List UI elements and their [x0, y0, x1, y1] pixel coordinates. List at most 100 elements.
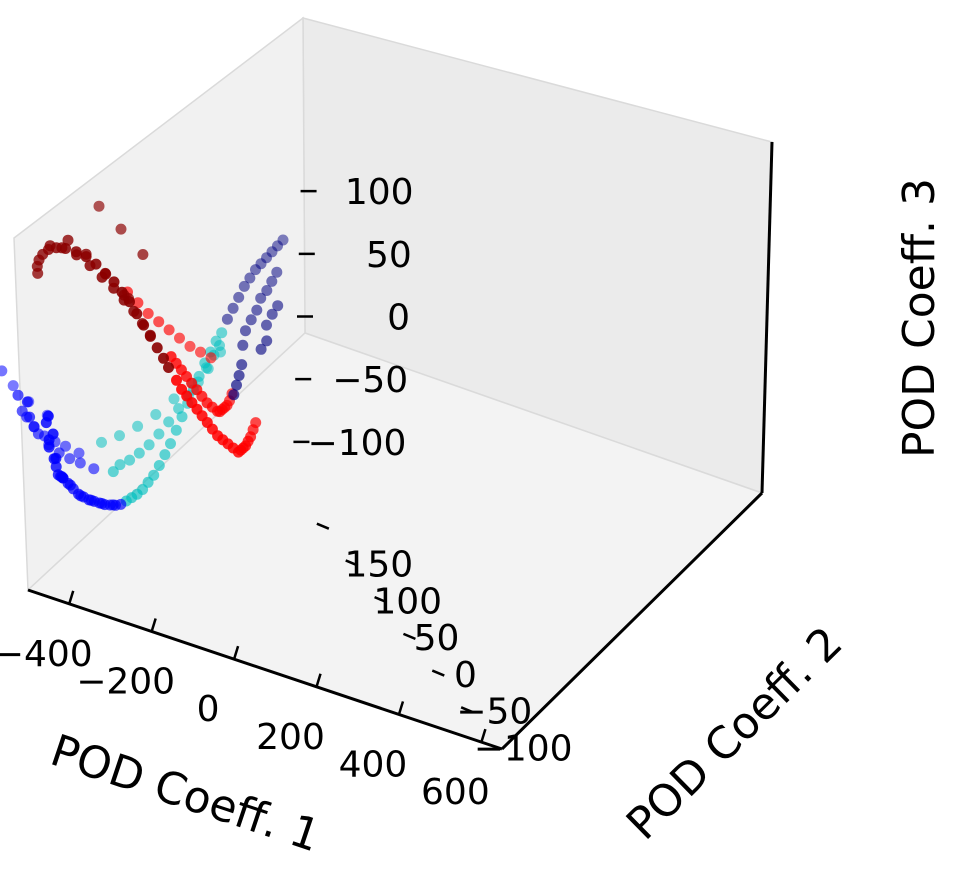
- data-point: [151, 342, 163, 354]
- data-point: [96, 436, 107, 448]
- data-point: [236, 359, 248, 371]
- data-point: [261, 319, 272, 331]
- data-point: [245, 314, 257, 326]
- data-point: [28, 421, 40, 433]
- data-point: [137, 249, 149, 260]
- data-point: [205, 352, 217, 364]
- data-point: [114, 459, 126, 471]
- y-tick-label: 50: [414, 618, 460, 659]
- z-tick-label: 100: [345, 172, 414, 213]
- data-point: [171, 374, 182, 386]
- data-point: [115, 223, 127, 235]
- data-point: [255, 343, 267, 355]
- y-tick-label: 100: [373, 581, 442, 622]
- data-point: [150, 409, 162, 420]
- x-tick-label: −200: [76, 661, 175, 702]
- data-point: [108, 276, 120, 288]
- data-point: [88, 463, 100, 475]
- y-tick-label: 150: [344, 545, 413, 586]
- x-tick-mark: [232, 645, 240, 660]
- data-point: [228, 389, 240, 401]
- data-point: [138, 319, 150, 331]
- data-point: [237, 339, 249, 351]
- z-axis-title: POD Coeff. 3: [894, 178, 945, 458]
- data-point: [144, 330, 156, 342]
- data-point: [16, 405, 28, 417]
- data-points: [0, 200, 289, 511]
- data-point: [60, 243, 71, 254]
- data-point: [238, 280, 250, 292]
- data-point: [233, 370, 245, 381]
- data-point: [21, 396, 33, 408]
- data-point: [73, 447, 85, 459]
- data-point: [7, 380, 19, 392]
- data-point: [170, 424, 182, 436]
- data-point: [240, 325, 251, 337]
- data-point: [184, 340, 196, 352]
- data-point: [266, 308, 278, 320]
- z-ticks: −100 −50 0 50 100: [293, 172, 414, 464]
- data-point: [216, 327, 228, 339]
- data-point: [142, 308, 154, 319]
- data-point: [143, 439, 155, 451]
- data-point: [116, 286, 128, 298]
- data-point: [64, 453, 76, 465]
- y-axis-title: POD Coeff. 2: [617, 617, 852, 850]
- data-point: [227, 302, 239, 314]
- data-point: [210, 335, 222, 347]
- y-tick-mark: [345, 559, 359, 567]
- y-tick-mark: [316, 522, 330, 530]
- z-tick-label: 50: [366, 235, 412, 276]
- data-point: [165, 438, 176, 450]
- x-tick-label: 200: [256, 717, 325, 758]
- data-point: [163, 362, 174, 373]
- data-point: [80, 251, 92, 263]
- data-point: [107, 466, 119, 478]
- data-point: [153, 428, 165, 440]
- data-point: [50, 242, 62, 254]
- data-point: [74, 457, 86, 469]
- data-point: [193, 370, 205, 382]
- data-point: [93, 200, 105, 212]
- x-tick-mark: [480, 728, 487, 743]
- data-point: [250, 264, 261, 276]
- data-point: [233, 291, 245, 303]
- data-point: [163, 324, 175, 336]
- x-tick-mark: [150, 618, 157, 632]
- z-axis-line: [760, 141, 774, 494]
- data-point: [255, 292, 267, 304]
- data-point: [124, 296, 135, 308]
- data-point: [132, 297, 144, 309]
- data-point: [99, 267, 111, 279]
- y-tick-mark: [431, 669, 445, 677]
- data-point: [24, 411, 36, 423]
- z-tick-label: −50: [332, 360, 408, 401]
- x-tick-label: 0: [197, 689, 220, 730]
- data-point: [174, 332, 185, 344]
- data-point: [133, 447, 145, 459]
- data-point: [261, 285, 273, 296]
- data-point: [195, 346, 206, 358]
- data-point: [114, 430, 125, 442]
- data-point: [62, 234, 74, 246]
- data-point: [0, 365, 8, 377]
- data-point: [261, 335, 273, 347]
- x-tick-label: 400: [339, 744, 408, 785]
- data-point: [57, 472, 69, 484]
- z-tick-label: 0: [387, 298, 410, 339]
- data-point: [47, 428, 59, 440]
- data-point: [271, 266, 283, 278]
- y-tick-label: −50: [456, 692, 532, 733]
- data-point: [168, 393, 180, 405]
- y-tick-label: 0: [454, 655, 477, 696]
- data-point: [176, 383, 188, 395]
- data-point: [272, 300, 284, 312]
- y-tick-mark: [402, 632, 416, 641]
- data-point: [131, 308, 143, 320]
- data-point: [50, 452, 62, 464]
- data-point: [153, 460, 165, 471]
- z-tick-label: −100: [308, 423, 407, 464]
- data-point: [12, 389, 24, 401]
